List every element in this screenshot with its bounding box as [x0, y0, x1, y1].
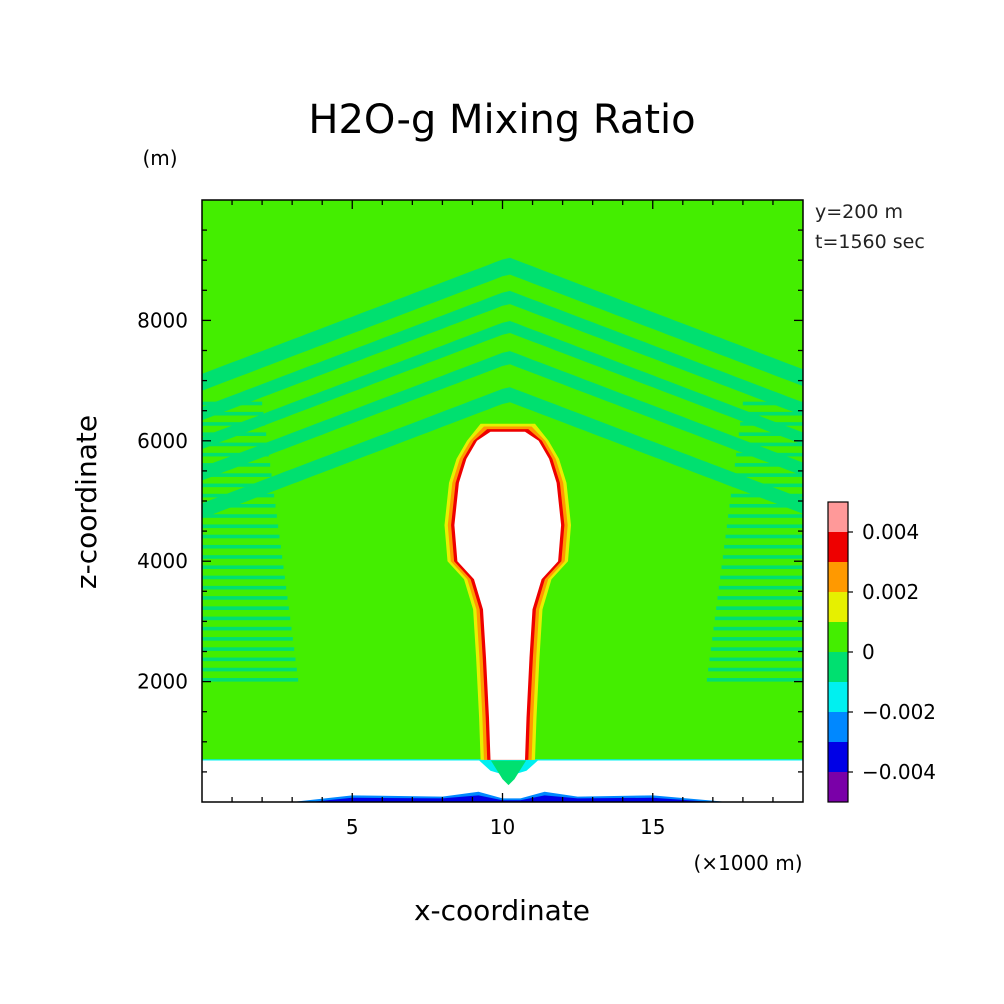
field-stripe-right [725, 534, 803, 539]
field-stripe-left [202, 637, 293, 641]
surface-plume-stem [490, 759, 527, 786]
colorbar-swatch [828, 742, 848, 772]
field-stripe-left [202, 606, 289, 610]
field-stripe-left [202, 514, 277, 518]
field-stripe-right [732, 483, 803, 488]
axes: 5 10 15 2000 4000 6000 8000 [137, 200, 803, 839]
colorbar-swatch [828, 712, 848, 742]
field-stripe-left [202, 452, 269, 457]
field-stripe-left [202, 647, 295, 651]
field-stripe-left [202, 401, 263, 406]
y-tick-label: 8000 [137, 308, 188, 332]
field-stripe-right [738, 432, 803, 436]
x-tick-label: 10 [490, 815, 515, 839]
colorbar-swatch [828, 592, 848, 622]
x-unit-label: (×1000 m) [693, 851, 802, 875]
y-unit-label: (m) [142, 146, 177, 170]
field-stripe-right [718, 585, 803, 590]
field-stripe-left [202, 626, 292, 631]
field-stripe-left [202, 483, 273, 488]
field-stripe-right [710, 647, 803, 651]
field-stripe-left [202, 667, 297, 672]
field-stripe-right [714, 616, 803, 621]
field-stripe-right [741, 411, 803, 416]
field-stripe-right [734, 463, 803, 467]
plume-core [454, 431, 562, 760]
colorbar-tick-label: −0.002 [862, 700, 936, 724]
field-stripe-right [712, 637, 803, 641]
field-stripe-right [742, 401, 803, 406]
field-stripe-right [709, 657, 803, 662]
field-stripe-left [202, 504, 276, 508]
field-stripe-left [202, 657, 296, 662]
colorbar-swatch [828, 652, 848, 682]
field-stripe-left [202, 565, 284, 570]
field-stripe-right [737, 442, 803, 447]
field-band [202, 257, 803, 391]
y-tick-label: 6000 [137, 429, 188, 453]
x-tick-label: 15 [640, 815, 665, 839]
field-stripe-left [202, 677, 299, 682]
field-stripe-left [202, 411, 264, 416]
field-stripe-left [202, 463, 271, 467]
colorbar-swatch [828, 682, 848, 712]
field-stripe-right [708, 667, 803, 672]
field-stripe-left [202, 544, 281, 549]
x-axis-title: x-coordinate [414, 894, 590, 927]
field-stripe-left [202, 575, 285, 580]
field-stripe-right [722, 555, 803, 559]
field-stripe-left [202, 596, 288, 600]
field-stripe-left [202, 524, 279, 529]
field-stripe-right [717, 596, 803, 600]
field-stripe-left [202, 555, 283, 559]
colorbar-tick-label: 0.004 [862, 520, 919, 544]
colorbar-swatch [828, 772, 848, 802]
field-stripe-left [202, 442, 268, 447]
field-stripe-right [736, 452, 803, 457]
field-stripe-left [202, 473, 272, 477]
field-stripe-left [202, 432, 267, 436]
plume [444, 423, 571, 760]
field-stripe-right [740, 422, 803, 426]
y-tick-label: 2000 [137, 670, 188, 694]
field-stripe-right [706, 677, 803, 682]
field-stripe-right [726, 524, 803, 529]
field-stripe-right [728, 514, 803, 518]
surface-band-inner [310, 795, 713, 802]
field-stripe-right [724, 544, 803, 549]
field-stripe-right [730, 493, 803, 498]
colorbar-tick-label: 0 [862, 640, 875, 664]
field-stripe-right [733, 473, 803, 477]
x-tick-label: 5 [346, 815, 359, 839]
annotation-y: y=200 m [815, 201, 903, 223]
field-stripe-left [202, 422, 265, 426]
colorbar-tick-label: 0.002 [862, 580, 919, 604]
field-stripe-right [716, 606, 803, 610]
plot-area [202, 200, 803, 802]
colorbar-swatch [828, 532, 848, 562]
field-stripe-left [202, 616, 291, 621]
chart-title: H2O-g Mixing Ratio [308, 97, 695, 143]
field-stripe-left [202, 493, 275, 498]
field-stripe-right [721, 565, 803, 570]
colorbar-swatch [828, 562, 848, 592]
field-stripe-left [202, 585, 287, 590]
colorbar: −0.004 −0.002 0 0.002 0.004 [827, 501, 936, 803]
field-stripe-right [720, 575, 803, 580]
field-stripe-left [202, 534, 280, 539]
colorbar-tick-label: −0.004 [862, 760, 936, 784]
y-axis-title: z-coordinate [70, 415, 103, 589]
colorbar-swatch [828, 622, 848, 652]
colorbar-swatch [828, 502, 848, 532]
field-stripe-right [713, 626, 803, 631]
y-tick-label: 4000 [137, 549, 188, 573]
annotation-t: t=1560 sec [815, 231, 925, 253]
field-stripes [202, 257, 803, 682]
field-stripe-right [729, 504, 803, 508]
